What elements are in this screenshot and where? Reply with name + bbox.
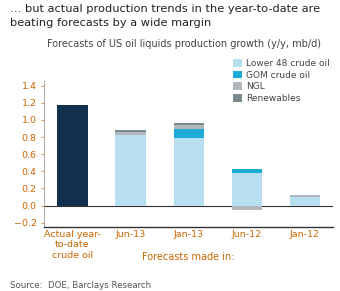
- Bar: [174, 129, 204, 138]
- Bar: [116, 130, 146, 132]
- Bar: [116, 135, 146, 205]
- Bar: [232, 169, 262, 173]
- Legend: Lower 48 crude oil, GOM crude oil, NGL, Renewables: Lower 48 crude oil, GOM crude oil, NGL, …: [230, 55, 333, 107]
- Bar: [232, 173, 262, 205]
- Text: Forecasts made in:: Forecasts made in:: [142, 252, 235, 262]
- Bar: [116, 132, 146, 135]
- Bar: [174, 125, 204, 129]
- Bar: [57, 105, 88, 205]
- Bar: [290, 198, 320, 205]
- Text: Source:  DOE, Barclays Research: Source: DOE, Barclays Research: [10, 281, 151, 290]
- Bar: [174, 138, 204, 205]
- Bar: [232, 205, 262, 210]
- Text: … but actual production trends in the year-to-date are
beating forecasts by a wi: … but actual production trends in the ye…: [10, 4, 320, 28]
- Bar: [174, 123, 204, 125]
- Text: Forecasts of US oil liquids production growth (y/y, mb/d): Forecasts of US oil liquids production g…: [47, 40, 321, 49]
- Bar: [290, 195, 320, 198]
